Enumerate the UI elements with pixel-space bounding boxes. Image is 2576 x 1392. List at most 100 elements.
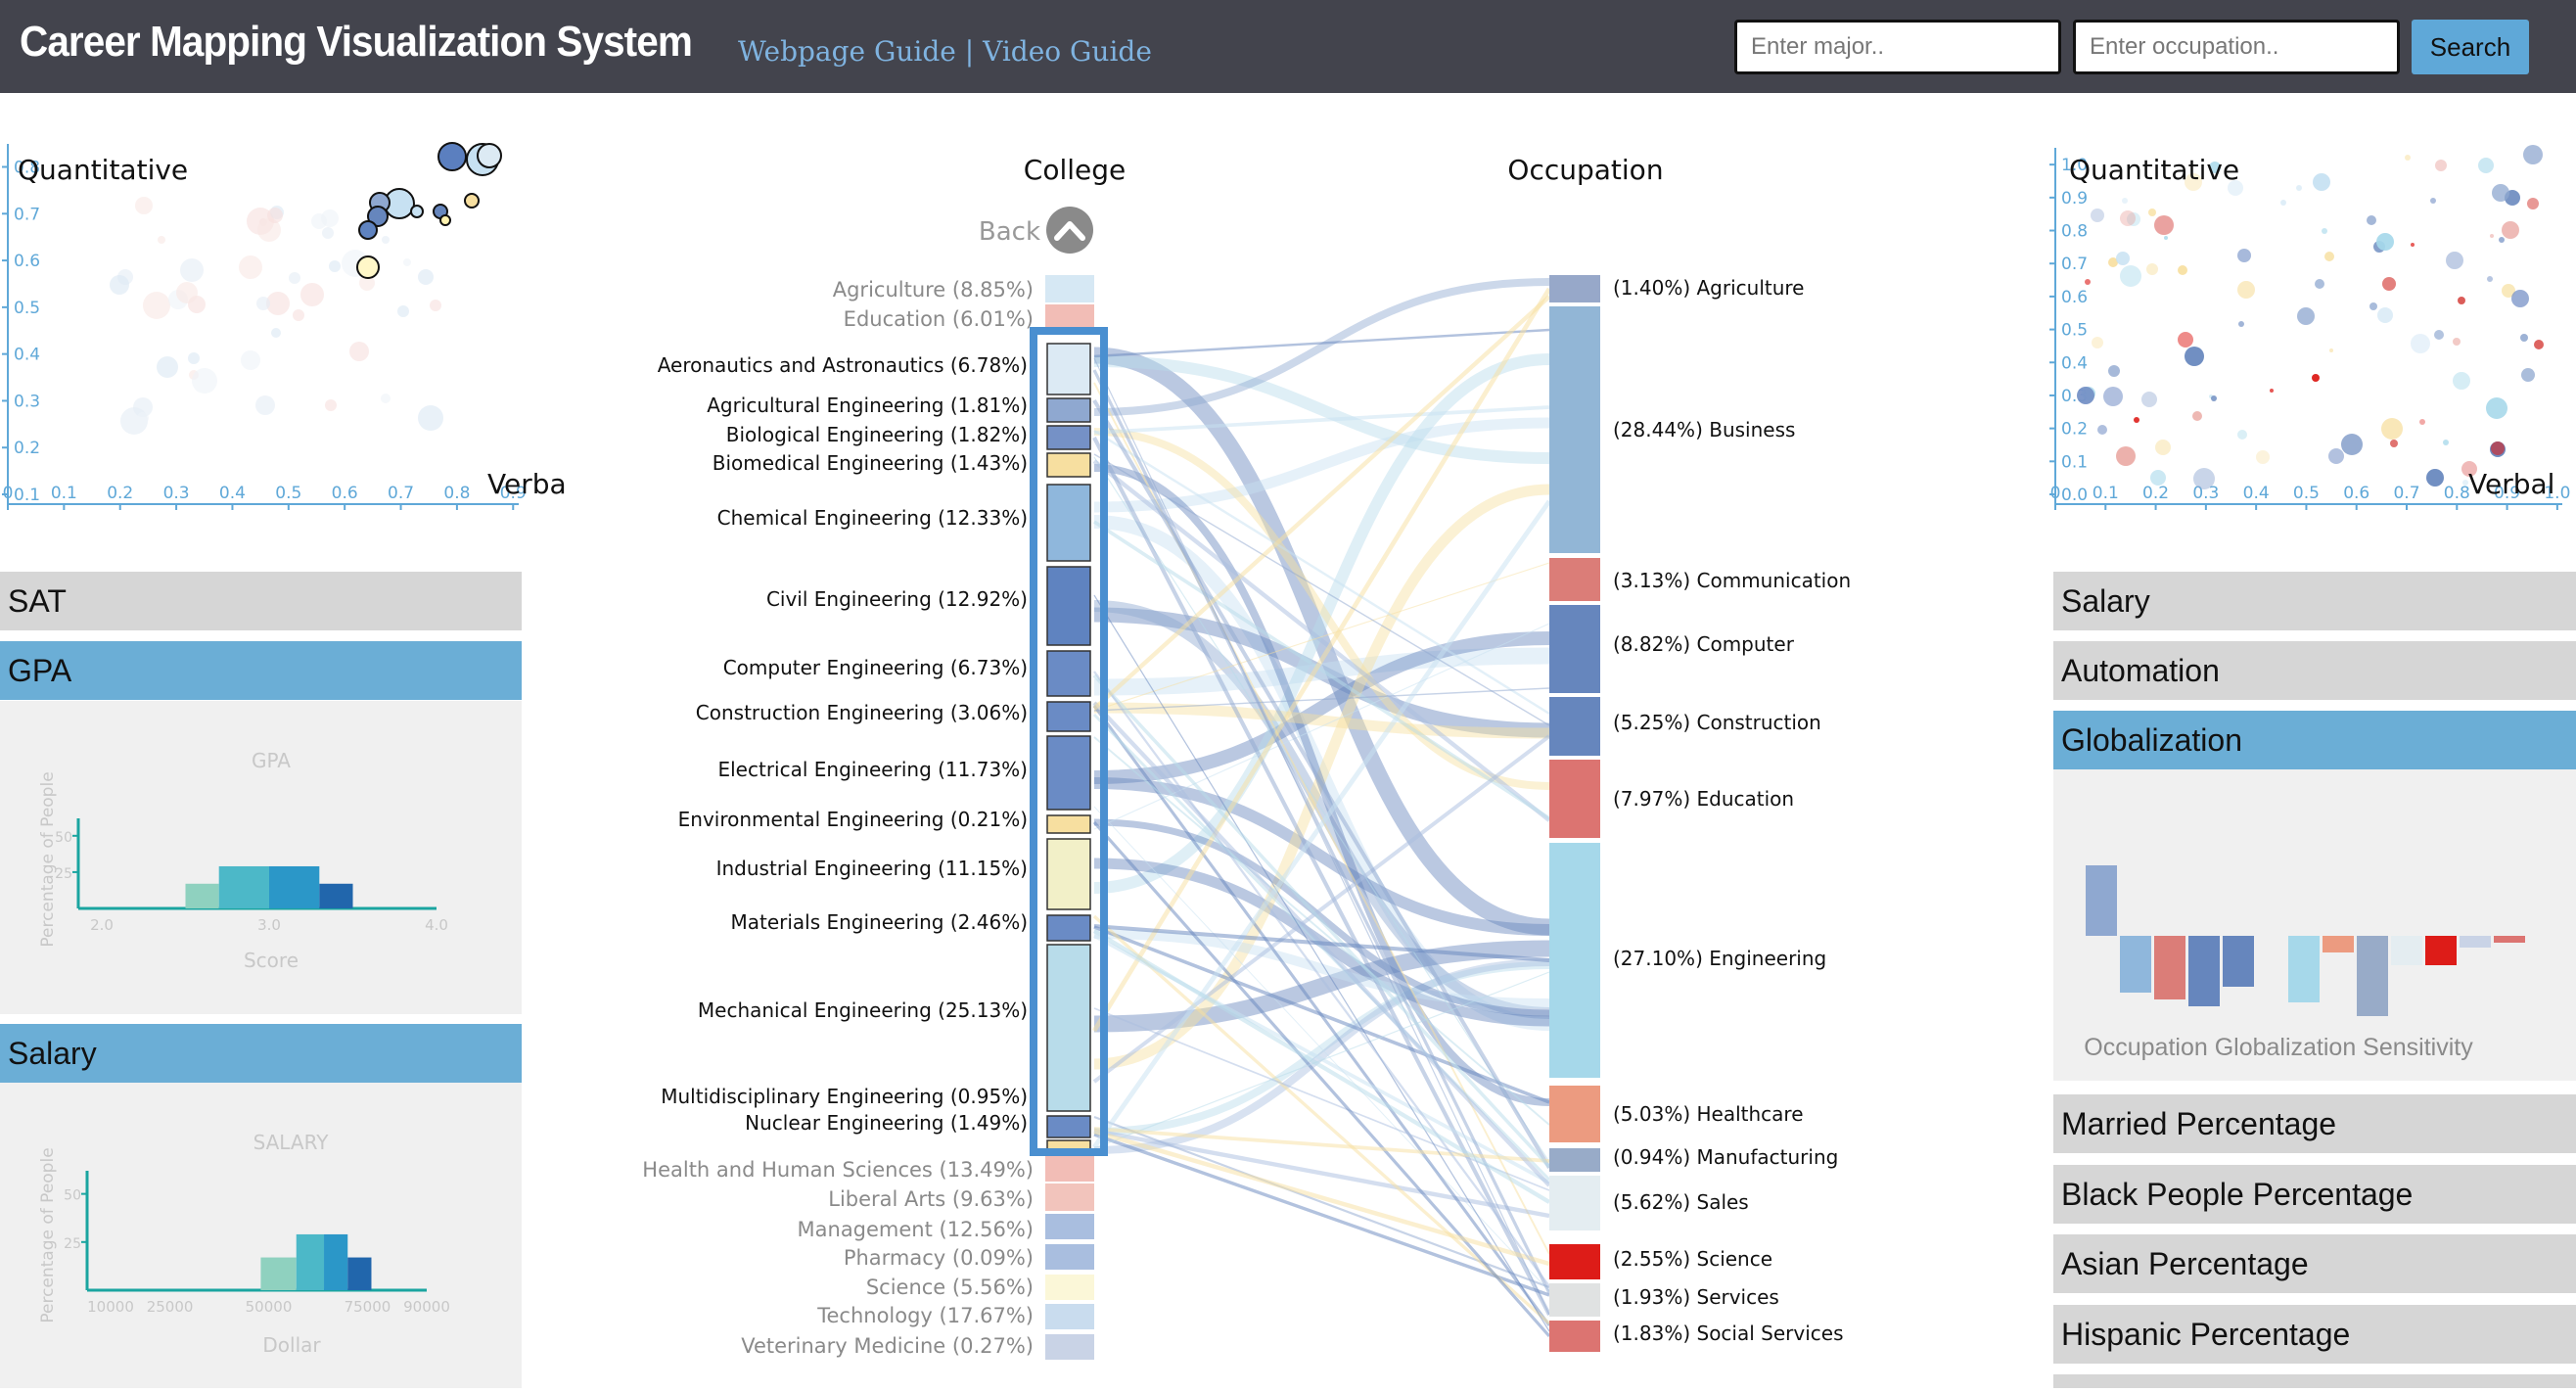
salary-panel-button[interactable]: Salary	[0, 1024, 522, 1083]
occupation-label[interactable]: (0.94%) Manufacturing	[1613, 1145, 1838, 1169]
occupation-label[interactable]: (1.93%) Services	[1613, 1285, 1779, 1309]
occupation-label[interactable]: (1.40%) Agriculture	[1613, 276, 1805, 300]
college-label[interactable]: Veterinary Medicine (0.27%)	[741, 1334, 1034, 1358]
scatter-point[interactable]	[300, 283, 324, 306]
scatter-point[interactable]	[2155, 440, 2171, 455]
scatter-point[interactable]	[2478, 158, 2494, 173]
scatter-point[interactable]	[2324, 252, 2334, 261]
automation-panel-button[interactable]: Automation	[2053, 641, 2576, 700]
scatter-point[interactable]	[311, 213, 327, 229]
occupation-node[interactable]	[1549, 1176, 1600, 1230]
major-label[interactable]: Environmental Engineering (0.21%)	[678, 808, 1028, 831]
major-label[interactable]: Electrical Engineering (11.73%)	[717, 758, 1028, 781]
scatter-point[interactable]	[2411, 243, 2415, 247]
scatter-point[interactable]	[2237, 281, 2255, 299]
occupation-node[interactable]	[1549, 306, 1600, 553]
major-label[interactable]: Mechanical Engineering (25.13%)	[698, 998, 1028, 1022]
scatter-point[interactable]	[2211, 395, 2217, 401]
scatter-point[interactable]	[271, 328, 281, 338]
major-label[interactable]: Computer Engineering (6.73%)	[723, 656, 1028, 679]
college-label[interactable]: Technology (17.67%)	[816, 1304, 1034, 1327]
major-label[interactable]: Materials Engineering (2.46%)	[730, 910, 1028, 934]
scatter-point[interactable]	[257, 218, 281, 242]
scatter-point[interactable]	[2367, 215, 2376, 225]
major-label[interactable]: Civil Engineering (12.92%)	[766, 587, 1028, 611]
scatter-point[interactable]	[256, 297, 270, 310]
major-label[interactable]: Biological Engineering (1.82%)	[726, 423, 1028, 446]
major-node[interactable]	[1046, 814, 1091, 834]
scatter-point[interactable]	[143, 292, 170, 319]
scatter-point[interactable]	[403, 258, 411, 266]
scatter-point[interactable]	[2178, 265, 2187, 275]
scatter-point[interactable]	[2369, 302, 2377, 310]
gpa-panel-button[interactable]: GPA	[0, 641, 522, 700]
occupation-node[interactable]	[1549, 558, 1600, 601]
scatter-point[interactable]	[293, 309, 304, 321]
scatter-point[interactable]	[2520, 334, 2528, 342]
left-scatter-plot[interactable]: 00.10.20.30.40.50.60.70.80.90.10.20.30.4…	[0, 132, 568, 543]
major-label[interactable]: Chemical Engineering (12.33%)	[717, 506, 1028, 530]
scatter-point[interactable]	[2435, 160, 2447, 171]
highlighted-scatter-point[interactable]	[358, 220, 378, 240]
scatter-point[interactable]	[418, 269, 434, 285]
scatter-point[interactable]	[289, 272, 300, 284]
scatter-point[interactable]	[2238, 321, 2244, 327]
college-label[interactable]: Liberal Arts (9.63%)	[828, 1187, 1034, 1211]
scatter-point[interactable]	[2122, 198, 2128, 204]
occupation-node[interactable]	[1549, 1148, 1600, 1172]
occupation-label[interactable]: (5.62%) Sales	[1613, 1190, 1749, 1214]
major-node[interactable]	[1046, 452, 1091, 478]
video-guide-link[interactable]: Video Guide	[983, 35, 1152, 68]
scatter-point[interactable]	[382, 236, 390, 244]
search-button[interactable]: Search	[2412, 20, 2529, 74]
scatter-point[interactable]	[2328, 448, 2344, 464]
scatter-point[interactable]	[2192, 411, 2202, 421]
college-node[interactable]	[1045, 1154, 1094, 1182]
scatter-point[interactable]	[2134, 417, 2139, 423]
major-search-input[interactable]	[1734, 20, 2061, 74]
major-node[interactable]	[1046, 838, 1091, 910]
scatter-point[interactable]	[2430, 198, 2436, 204]
college-label[interactable]: Pharmacy (0.09%)	[844, 1246, 1034, 1270]
college-occupation-sankey[interactable]: College Occupation Back Agriculture (8.8…	[0, 93, 2036, 1388]
scatter-point[interactable]	[2108, 365, 2120, 377]
college-node[interactable]	[1045, 1183, 1094, 1211]
scatter-point[interactable]	[430, 300, 441, 311]
occupation-label[interactable]: (2.55%) Science	[1613, 1247, 1772, 1271]
scatter-point[interactable]	[2322, 228, 2327, 234]
major-label[interactable]: Construction Engineering (3.06%)	[696, 701, 1028, 724]
right-salary-panel-button[interactable]: Salary	[2053, 572, 2576, 630]
college-label[interactable]: Health and Human Sciences (13.49%)	[642, 1158, 1034, 1182]
right-scatter-plot[interactable]: 00.10.20.30.40.50.60.70.80.91.00.00.10.2…	[2046, 132, 2576, 543]
scatter-point[interactable]	[2434, 330, 2444, 340]
scatter-point[interactable]	[397, 305, 409, 317]
scatter-point[interactable]	[2148, 209, 2156, 216]
scatter-point[interactable]	[381, 394, 391, 403]
highlighted-scatter-point[interactable]	[437, 142, 467, 171]
highlighted-scatter-point[interactable]	[410, 205, 424, 218]
occupation-label[interactable]: (28.44%) Business	[1613, 418, 1795, 441]
scatter-point[interactable]	[2312, 374, 2320, 382]
occupation-label[interactable]: (7.97%) Education	[1613, 787, 1794, 811]
scatter-point[interactable]	[2329, 348, 2333, 352]
scatter-point[interactable]	[2462, 480, 2468, 486]
occupation-label[interactable]: (5.25%) Construction	[1613, 711, 1821, 734]
left-scatter-points[interactable]	[110, 142, 502, 435]
scatter-point[interactable]	[176, 282, 198, 303]
scatter-point[interactable]	[157, 356, 178, 378]
scatter-point[interactable]	[2237, 430, 2247, 440]
college-node[interactable]	[1045, 1334, 1094, 1360]
scatter-point[interactable]	[2390, 440, 2398, 447]
major-node[interactable]	[1046, 425, 1091, 450]
globalization-panel-button[interactable]: Globalization	[2053, 711, 2576, 769]
scatter-point[interactable]	[2492, 184, 2509, 202]
scatter-point[interactable]	[266, 292, 290, 315]
college-label[interactable]: Education (6.01%)	[844, 307, 1034, 331]
major-node[interactable]	[1046, 914, 1091, 942]
scatter-point[interactable]	[2405, 155, 2411, 161]
scatter-point[interactable]	[2453, 372, 2470, 390]
black-percentage-button[interactable]: Black People Percentage	[2053, 1165, 2576, 1224]
college-label[interactable]: Science (5.56%)	[866, 1276, 1034, 1299]
occupation-label[interactable]: (27.10%) Engineering	[1613, 947, 1826, 970]
scatter-point[interactable]	[2178, 332, 2193, 348]
